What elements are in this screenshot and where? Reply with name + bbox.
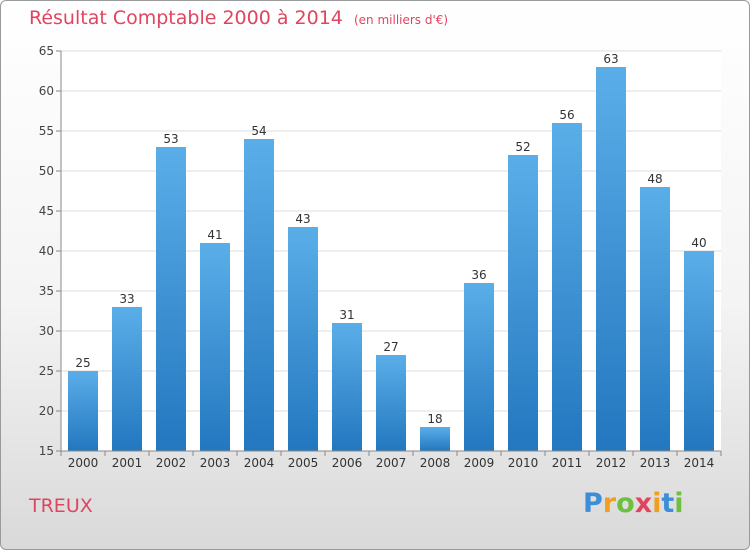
x-tick-label: 2009 (464, 456, 495, 470)
bar-value-label: 41 (207, 228, 222, 242)
x-axis-ticks: 2000 2001 2002 2003 2004 2005 2006 2007 2008 2009… (60, 451, 722, 470)
bar-value-label: 40 (691, 236, 706, 250)
bar-2005 (288, 227, 318, 451)
x-tick-label: 2000 (68, 456, 99, 470)
bar-2011 (552, 123, 582, 451)
logo-letter: r (602, 488, 617, 519)
bar-2001 (112, 307, 142, 451)
bar-2008 (420, 427, 450, 451)
x-tick-label: 2010 (508, 456, 539, 470)
bar-value-label: 18 (427, 412, 442, 426)
bar-2007 (376, 355, 406, 451)
logo-letter: o (616, 488, 635, 519)
bar-value-labels: 25 33 53 41 54 43 31 27 18 36 52 56 63 48 40 (75, 52, 706, 426)
bar-value-label: 25 (75, 356, 90, 370)
bar-value-label: 33 (119, 292, 134, 306)
bar-2006 (332, 323, 362, 451)
logo-letter: i (674, 488, 684, 519)
bar-2010 (508, 155, 538, 451)
logo-letter: i (652, 488, 662, 519)
y-tick-label: 60 (39, 84, 54, 98)
bar-value-label: 31 (339, 308, 354, 322)
chart-subtitle: (en milliers d'€) (353, 13, 449, 27)
y-tick-label: 55 (39, 124, 54, 138)
x-tick-label: 2006 (332, 456, 363, 470)
chart-title: Résultat Comptable 2000 à 2014 (29, 7, 343, 29)
y-tick-label: 20 (39, 404, 54, 418)
logo-letter: x (634, 488, 653, 519)
bar-2014 (684, 251, 714, 451)
proxiti-logo: Proxiti (583, 488, 684, 519)
bar-2004 (244, 139, 274, 451)
bar-value-label: 43 (295, 212, 310, 226)
bar-2012 (596, 67, 626, 451)
x-tick-label: 2011 (552, 456, 583, 470)
x-tick-label: 2013 (640, 456, 671, 470)
y-tick-label: 40 (39, 244, 54, 258)
bar-value-label: 53 (163, 132, 178, 146)
bar-value-label: 54 (251, 124, 266, 138)
x-tick-label: 2014 (684, 456, 715, 470)
x-tick-label: 2004 (244, 456, 275, 470)
x-tick-label: 2001 (112, 456, 143, 470)
bar-value-label: 48 (647, 172, 662, 186)
bar-2000 (68, 371, 98, 451)
place-name: TREUX (29, 495, 93, 517)
bar-2002 (156, 147, 186, 451)
bar-value-label: 56 (559, 108, 574, 122)
bar-2009 (464, 283, 494, 451)
bar-value-label: 36 (471, 268, 486, 282)
x-tick-label: 2005 (288, 456, 319, 470)
y-axis-ticks: 15 20 25 30 35 40 45 50 55 60 65 (39, 44, 61, 458)
logo-letter: P (583, 488, 603, 519)
bar-value-label: 52 (515, 140, 530, 154)
x-tick-label: 2012 (596, 456, 627, 470)
y-tick-label: 15 (39, 444, 54, 458)
chart-title-block: Résultat Comptable 2000 à 2014 (en milli… (29, 7, 448, 29)
logo-letter: t (661, 488, 675, 519)
y-tick-label: 35 (39, 284, 54, 298)
x-tick-label: 2007 (376, 456, 407, 470)
y-tick-label: 25 (39, 364, 54, 378)
y-tick-label: 50 (39, 164, 54, 178)
x-tick-label: 2002 (156, 456, 187, 470)
bar-value-label: 63 (603, 52, 618, 66)
x-tick-label: 2008 (420, 456, 451, 470)
y-tick-label: 45 (39, 204, 54, 218)
bar-2013 (640, 187, 670, 451)
x-tick-label: 2003 (200, 456, 231, 470)
bar-2003 (200, 243, 230, 451)
bar-value-label: 27 (383, 340, 398, 354)
y-tick-label: 65 (39, 44, 54, 58)
bars (68, 67, 714, 451)
y-tick-label: 30 (39, 324, 54, 338)
